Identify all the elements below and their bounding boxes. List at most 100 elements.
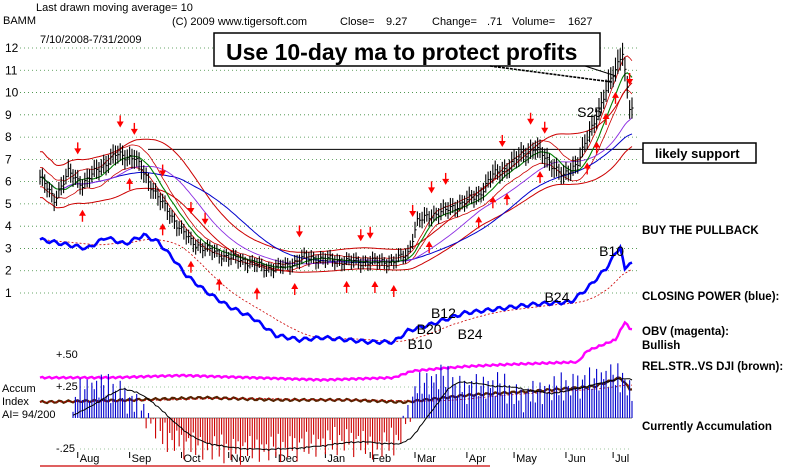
down-arrow-head [116,121,124,128]
down-arrow-head [527,118,535,125]
up-arrow-head [253,287,261,294]
x-tick-jan: Jan [327,453,345,465]
date-range: 7/10/2008-7/31/2009 [40,34,142,46]
signal-label-s25: S25 [577,104,602,120]
y-tick-4: 4 [5,219,12,233]
up-arrow-head [78,209,86,216]
up-arrow-head [215,278,223,285]
month-tick-labels: Aug Sep Oct Nov Dec Jan Feb Mar Apr May Jun Jul [40,452,629,467]
headline-pointer-1 [489,65,613,83]
up-arrow-head [159,223,167,230]
up-arrow-head [593,141,601,148]
up-arrow-head [611,91,619,98]
change-label: Change= [432,16,477,28]
up-arrow-head [602,112,610,119]
down-arrow-head [428,187,436,194]
y-tick-11: 11 [5,63,18,77]
signal-label-b20: B20 [417,321,442,337]
up-arrow-head [371,281,379,288]
volume-label: Volume= [512,16,555,28]
accum-minus25: -.25 [56,443,75,455]
up-arrow-head [343,280,351,287]
credit-text: (C) 2009 www.tigersoft.com [172,16,307,28]
x-tick-apr: Apr [469,453,486,465]
x-tick-mar: Mar [417,453,436,465]
signal-label-b24: B24 [544,289,569,305]
signal-label-b10: B10 [408,336,433,352]
obv-status: Bullish [642,340,680,352]
y-tick-5: 5 [5,197,12,211]
x-tick-aug: Aug [80,453,100,465]
x-tick-oct: Oct [184,453,201,465]
up-arrow-head [425,241,433,248]
closing-power-line [39,232,633,346]
down-arrow-head [366,232,374,239]
up-arrow-head [503,193,511,200]
down-arrow-head [409,210,417,217]
down-arrow-head [187,207,195,214]
up-arrow-head [126,177,134,184]
close-value: 9.27 [386,16,407,28]
y-tick-6: 6 [5,175,12,189]
up-arrow-head [390,284,398,291]
currently-accum-label: Currently Accumulation [642,421,772,433]
y-tick-12: 12 [5,41,19,55]
close-label: Close= [340,16,375,28]
up-arrow-head [187,260,195,267]
headline-pointer-2 [584,65,617,77]
down-arrow-head [295,231,303,238]
up-arrow-head [489,196,497,203]
y-tick-2: 2 [5,264,12,278]
x-tick-sep: Sep [132,453,152,465]
down-arrow-head [498,140,506,147]
up-arrow-head [536,171,544,178]
y-tick-1: 1 [5,286,12,300]
y-tick-8: 8 [5,130,12,144]
down-arrow-head [159,170,167,177]
volume-value: 1627 [568,16,592,28]
accumulation-histogram [72,363,633,465]
x-tick-may: May [516,453,537,465]
signal-label-b12: B12 [431,305,456,321]
y-tick-3: 3 [5,241,12,255]
x-tick-feb: Feb [372,453,391,465]
up-arrow-head [475,216,483,223]
x-tick-dec: Dec [278,453,298,465]
closing-power-label: CLOSING POWER (blue): [642,291,779,303]
x-tick-jun: Jun [568,453,586,465]
y-tick-10: 10 [5,86,19,100]
support-box-text: likely support [655,146,740,161]
signal-arrows [74,72,634,300]
accum-plus25: +.25 [56,381,78,393]
upper-band-short [40,55,633,265]
down-arrow-head [626,78,634,85]
closing-power-average [39,238,633,342]
headline-box [213,32,601,67]
signal-label-b10: B10 [599,243,624,259]
accum-title-2: Index [2,396,29,408]
support-box [642,142,757,164]
ten-day-moving-average [40,72,633,269]
down-arrow-head [357,235,365,242]
ma-note: Last drawn moving average= 10 [36,2,193,14]
down-arrow-head [442,178,450,185]
up-arrow-head [291,283,299,290]
signal-label-b24: B24 [458,326,483,342]
accum-ai-value: AI= 94/200 [2,409,56,421]
down-arrow-head [541,127,549,134]
accum-plus50: +.50 [56,349,78,361]
headline-text: Use 10-day ma to protect profits [226,39,577,65]
accum-average-line [72,377,633,451]
change-value: .71 [487,16,502,28]
price-bars [39,42,634,279]
down-arrow-head [130,128,138,135]
y-tick-9: 9 [5,108,12,122]
down-arrow-head [201,218,209,225]
buy-pullback-label: BUY THE PULLBACK [642,225,759,237]
down-arrow-head [74,148,82,155]
up-arrow-head [583,162,591,169]
x-tick-jul: Jul [615,453,629,465]
